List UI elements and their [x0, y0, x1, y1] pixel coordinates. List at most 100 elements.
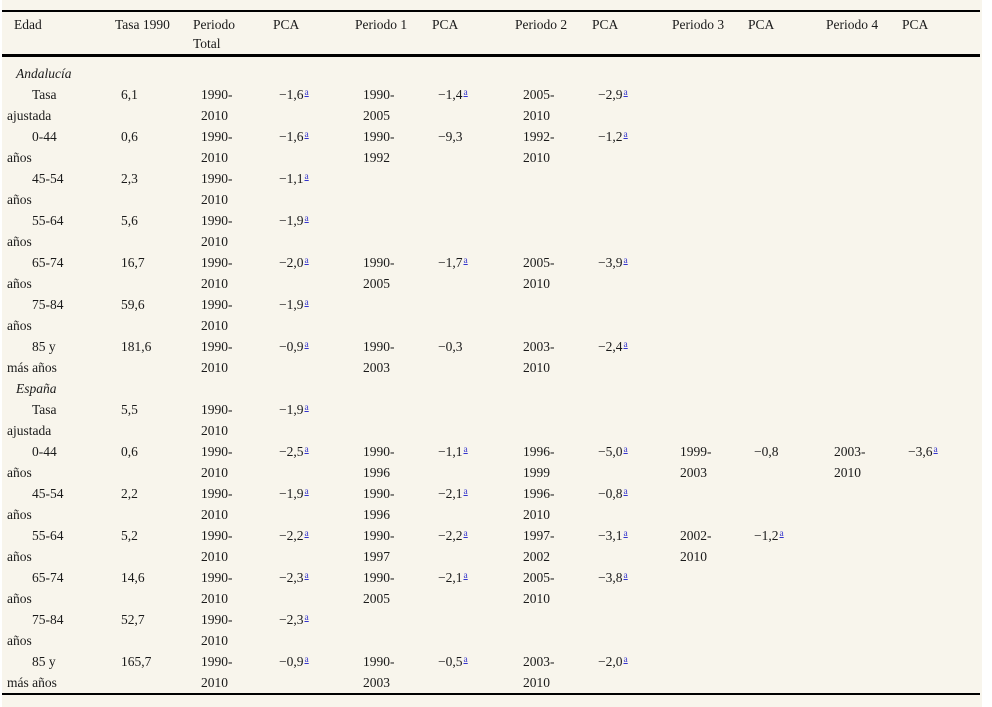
cell-value: 1990- 2010: [201, 213, 233, 249]
footnote-a-link[interactable]: a: [779, 529, 784, 539]
footnote-a-link[interactable]: a: [463, 529, 468, 539]
footnote-a-link[interactable]: a: [304, 529, 309, 539]
pca-4-cell: [895, 651, 980, 694]
periodo-3-cell: [665, 294, 741, 336]
cell-value: 1990- 1996: [363, 444, 395, 480]
edad-cell: 85 y más años: [7, 654, 57, 690]
footnote-a-link[interactable]: a: [304, 172, 309, 182]
footnote-superscript: a: [464, 571, 468, 581]
cell-value: 1990- 2005: [363, 570, 395, 606]
periodo-1-cell: 1990- 1996: [348, 483, 425, 525]
periodo-1-cell: 1990- 2003: [348, 651, 425, 694]
cell-value: 59,6: [121, 297, 145, 312]
pca-3-cell: [741, 294, 819, 336]
footnote-a-link[interactable]: a: [304, 403, 309, 413]
table-row: 65-74 años 14,6 1990- 2010 −2,3a 1990- 2005−…: [2, 567, 980, 609]
footnote-a-link[interactable]: a: [623, 130, 628, 140]
footnote-a-link[interactable]: a: [304, 445, 309, 455]
pca-1-cell: [425, 609, 508, 651]
footnote-a-link[interactable]: a: [304, 655, 309, 665]
periodo-2-cell: [508, 294, 585, 336]
footnote-a-link[interactable]: a: [463, 655, 468, 665]
pca-4-cell: [895, 294, 980, 336]
cell-value: 1990- 2010: [201, 444, 233, 480]
pca-3-cell: [741, 210, 819, 252]
footnote-a-link[interactable]: a: [463, 88, 468, 98]
cell-value: 1990- 2010: [201, 654, 233, 690]
footnote-a-link[interactable]: a: [304, 256, 309, 266]
footnote-superscript: a: [305, 214, 309, 224]
footnote-a-link[interactable]: a: [623, 256, 628, 266]
footnote-superscript: a: [305, 403, 309, 413]
footnote-a-link[interactable]: a: [623, 340, 628, 350]
periodo-4-cell: [819, 252, 895, 294]
cell-value: 5,2: [121, 528, 138, 543]
periodo-4-cell: [819, 126, 895, 168]
pca-4-cell: [895, 483, 980, 525]
footnote-a-link[interactable]: a: [463, 256, 468, 266]
periodo-3-cell: [665, 609, 741, 651]
pca-1-cell: −2,1a: [425, 567, 508, 609]
footnote-a-link[interactable]: a: [304, 487, 309, 497]
cell-value: −1,9: [279, 297, 304, 312]
cell-value: −0,5: [438, 654, 463, 669]
footnote-a-link[interactable]: a: [463, 571, 468, 581]
column-header-tasa-1990: Tasa 1990: [108, 11, 186, 57]
periodo-3-cell: 2002- 2010: [665, 525, 741, 567]
footnote-superscript: a: [464, 487, 468, 497]
periodo-3-cell: [665, 84, 741, 126]
footnote-a-link[interactable]: a: [304, 571, 309, 581]
table-row: 0-44 años 0,6 1990- 2010 −2,5a 1990- 1996 −1,…: [2, 441, 980, 483]
footnote-a-link[interactable]: a: [623, 445, 628, 455]
footnote-superscript: a: [305, 88, 309, 98]
footnote-a-link[interactable]: a: [304, 88, 309, 98]
periodo-1-cell: 1990- 2005: [348, 252, 425, 294]
cell-value: 1990- 2010: [201, 129, 233, 165]
footnote-a-link[interactable]: a: [463, 487, 468, 497]
periodo-total-cell: 1990- 2010: [186, 651, 266, 694]
column-header-periodo-3: Periodo 3: [665, 11, 741, 57]
cell-value: −2,3: [279, 570, 304, 585]
pca-total-cell: −2,5a: [266, 441, 348, 483]
periodo-2-cell: 2005- 2010: [508, 567, 585, 609]
cell-value: −2,1: [438, 486, 463, 501]
pca-1-cell: [425, 399, 508, 441]
tasa-1990-cell: 0,6: [108, 441, 186, 483]
footnote-a-link[interactable]: a: [623, 571, 628, 581]
cell-value: −5,0: [598, 444, 623, 459]
cell-value: 2005- 2010: [523, 570, 555, 606]
pca-2-cell: −2,9a: [585, 84, 665, 126]
tasa-1990-cell: 181,6: [108, 336, 186, 378]
footnote-a-link[interactable]: a: [304, 214, 309, 224]
cell-value: −2,1: [438, 570, 463, 585]
footnote-a-link[interactable]: a: [304, 340, 309, 350]
footnote-a-link[interactable]: a: [623, 655, 628, 665]
footnote-a-link[interactable]: a: [623, 88, 628, 98]
pca-3-cell: [741, 336, 819, 378]
footnote-a-link[interactable]: a: [304, 613, 309, 623]
footnote-a-link[interactable]: a: [304, 130, 309, 140]
periodo-4-cell: [819, 483, 895, 525]
footnote-superscript: a: [624, 340, 628, 350]
footnote-superscript: a: [624, 529, 628, 539]
footnote-a-link[interactable]: a: [463, 445, 468, 455]
periodo-2-cell: 1997- 2002: [508, 525, 585, 567]
footnote-a-link[interactable]: a: [304, 298, 309, 308]
pca-total-cell: −1,9a: [266, 483, 348, 525]
periodo-total-cell: 1990- 2010: [186, 399, 266, 441]
cell-value: 1990- 2010: [201, 339, 233, 375]
periodo-total-cell: 1990- 2010: [186, 168, 266, 210]
footnote-a-link[interactable]: a: [623, 487, 628, 497]
pca-2-cell: −2,4a: [585, 336, 665, 378]
cell-value: −2,9: [598, 87, 623, 102]
footnote-a-link[interactable]: a: [933, 445, 938, 455]
pca-2-cell: [585, 609, 665, 651]
periodo-3-cell: [665, 336, 741, 378]
pca-2-cell: −3,1a: [585, 525, 665, 567]
footnote-superscript: a: [624, 130, 628, 140]
pca-total-cell: −0,9a: [266, 336, 348, 378]
pca-total-cell: −1,9a: [266, 210, 348, 252]
pca-total-cell: −1,6a: [266, 84, 348, 126]
footnote-a-link[interactable]: a: [623, 529, 628, 539]
